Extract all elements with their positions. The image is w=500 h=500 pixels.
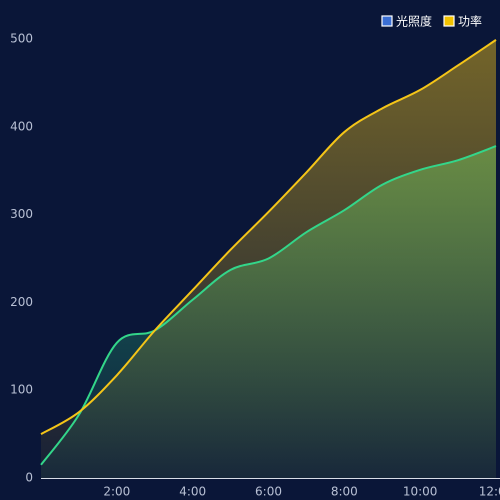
legend-label: 光照度: [396, 14, 432, 29]
x-tick-label: 12:00: [479, 485, 500, 499]
y-tick-label: 200: [10, 295, 33, 309]
y-tick-label: 100: [10, 383, 33, 397]
x-tick-label: 8:00: [331, 485, 358, 499]
series-line: [40, 39, 497, 435]
y-tick-label: 400: [10, 119, 33, 133]
x-tick-label: 10:00: [403, 485, 438, 499]
legend-label: 功率: [458, 14, 482, 29]
y-tick-label: 300: [10, 207, 33, 221]
y-tick-label: 0: [25, 471, 33, 485]
legend-swatch: [381, 15, 393, 27]
lines: [40, 39, 497, 466]
legend-swatch: [443, 15, 455, 27]
y-tick-label: 500: [10, 32, 33, 46]
series-line: [40, 145, 497, 466]
x-tick-label: 6:00: [255, 485, 282, 499]
x-tick-label: 4:00: [179, 485, 206, 499]
x-tick-label: 2:00: [103, 485, 130, 499]
